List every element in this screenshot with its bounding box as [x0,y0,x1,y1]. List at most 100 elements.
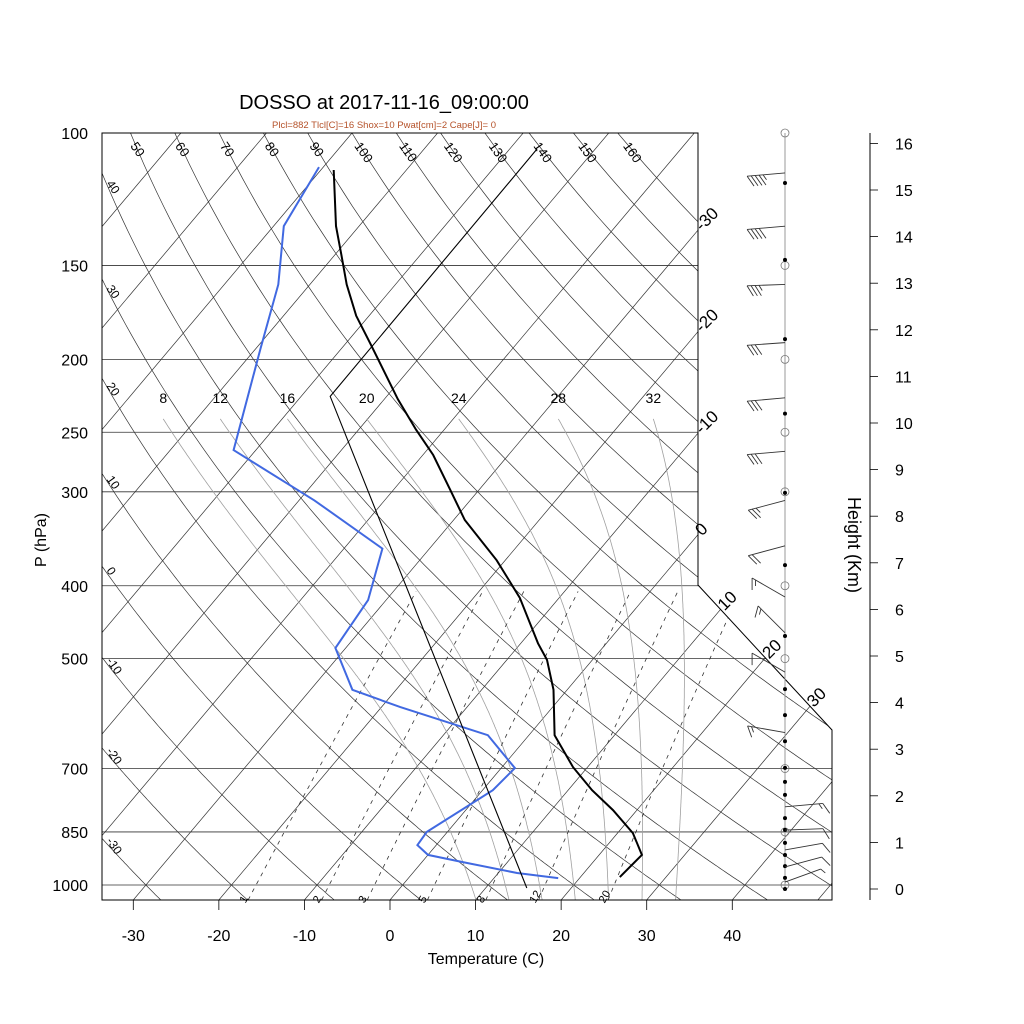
height-marker-dot [783,875,787,880]
dry-adiabat-line [102,133,162,900]
pressure-level-marker [780,128,790,138]
wind-barb-feather [746,175,755,187]
dry-adiabat-line [440,133,832,900]
wind-barb [746,450,786,465]
dry-adiabat-line [617,133,832,900]
trace-dewpoint [232,166,559,880]
height-tick-label: 14 [895,230,913,247]
wind-barb-staff [747,172,786,177]
dry-adiabat-line [102,133,770,900]
height-marker-dot [783,852,787,857]
isotherm-label: 30 [803,684,830,711]
wind-barb [746,284,786,297]
pressure-level-marker [780,654,790,664]
wind-barb [747,499,786,520]
wind-barb-staff [747,225,786,230]
dry-adiabat-label: 130 [486,139,511,165]
x-tick-label: -20 [207,928,230,945]
wind-barb-staff [784,828,823,831]
dry-adiabat-label: -20 [104,745,126,768]
wind-barb-staff [784,803,823,808]
moist-adiabat-label: 32 [646,390,662,406]
wind-barb-feather [750,285,758,297]
pressure-level-marker [780,764,790,773]
moist-adiabat-line [162,418,477,900]
isotherm-line [646,133,832,900]
wind-barb [784,828,830,840]
height-marker-dot [783,779,787,784]
moist-adiabat-label: 28 [551,390,567,406]
dry-adiabat-label: -30 [104,835,126,858]
dry-adiabat-label: 160 [620,139,645,165]
wind-barb-feather [746,345,755,356]
wind-barb [747,725,786,738]
wind-barb-feather [758,285,763,291]
wind-barb-feather [762,174,767,181]
x-tick-label: 20 [552,928,570,945]
dry-adiabat-line [263,133,832,900]
x-tick-label: 10 [467,928,485,945]
height-marker-dot [783,257,787,262]
wind-barb-feather [758,228,767,239]
dry-adiabat-label: 150 [575,139,600,165]
trace-temperature [332,169,644,878]
dry-adiabat-label: 50 [127,139,148,159]
wind-barb [746,172,786,187]
wind-barb-feather [750,344,759,356]
height-tick-label: 13 [895,276,913,293]
isotherm-line [102,133,353,900]
grid-layer [0,133,832,900]
height-tick-label: 12 [895,323,913,340]
wind-barb-feather [754,175,763,186]
x-tick-label: 40 [723,928,741,945]
wind-barb-feather [747,725,753,738]
wind-barb-staff [784,868,821,883]
dry-adiabat-label: 110 [396,139,420,165]
wind-barb-feather [754,344,763,355]
wind-barb-feather [754,228,763,239]
moist-adiabat-line [458,418,609,900]
dry-adiabat-label: 100 [351,139,376,165]
wind-barb-feather [822,803,831,814]
moist-adiabat-line [366,418,576,900]
dry-adiabat-line [130,133,832,900]
height-marker-dot [783,739,787,744]
mixing-ratio-label: 20 [597,889,614,906]
dry-adiabat-label: 90 [307,139,328,159]
height-tick-label: 15 [895,183,913,200]
height-marker-dot [783,816,787,821]
height-marker-dot [783,181,787,186]
isotherm-line [0,133,10,900]
dry-adiabat-line [218,133,832,900]
height-axis-title: Height (Km) [844,497,864,593]
height-tick-label: 16 [895,136,913,153]
wind-barb [754,605,786,634]
wind-barb-feather [751,554,761,564]
height-marker-dot [783,687,787,692]
isotherm-line [304,133,832,900]
plot-border [101,132,833,901]
pressure-tick-label: 250 [61,425,88,442]
moist-adiabat-label: 8 [159,390,167,406]
pressure-tick-label: 500 [61,652,88,669]
wind-barb-feather [746,229,755,240]
pressure-level-marker [780,427,790,437]
dry-adiabat-line [396,133,832,900]
wind-barb-feather [746,285,754,297]
wind-barb-staff [757,605,786,634]
pressure-level-marker [780,354,790,364]
wind-barb-staff [747,342,786,346]
wind-barb-feather [754,605,759,618]
height-tick-label: 3 [895,742,904,759]
wind-barb [746,397,786,412]
height-marker-dot [783,792,787,797]
wind-barb-feather [751,726,754,733]
x-axis-title: Temperature (C) [428,951,544,968]
isotherm-line [133,133,781,900]
mixing-ratio-line [321,591,483,900]
wind-barbs [746,128,831,891]
wind-barb-feather [821,856,831,866]
dry-adiabat-line [573,133,832,900]
wind-barb-feather [746,454,755,465]
